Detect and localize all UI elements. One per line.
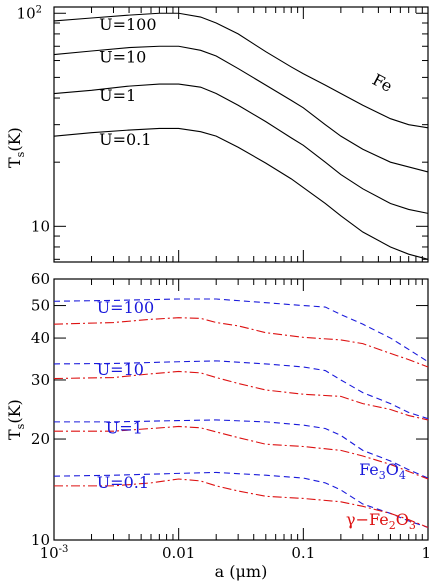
panel-top-ylabel: Ts(K)	[5, 127, 27, 168]
bottom-series-line	[53, 471, 429, 528]
bottom-series-line	[54, 425, 429, 480]
panel-bottom-curves	[53, 298, 429, 528]
bottom-series-line	[53, 360, 429, 420]
panel-top-frame	[53, 6, 429, 263]
bottom-series-line	[53, 317, 429, 368]
panel-bottom-frame	[53, 278, 429, 541]
series-label-bottom: U=100	[97, 298, 154, 317]
top-ytick-label: 10	[31, 217, 50, 235]
material-annotation: Fe3O4	[359, 460, 406, 482]
series-label-bottom: U=1	[106, 418, 143, 437]
bottom-series-line	[53, 370, 429, 421]
bottom-series-line	[54, 419, 429, 479]
top-series-line	[53, 127, 429, 260]
bottom-series-line	[53, 298, 429, 363]
bottom-ytick-label: 30	[31, 371, 50, 389]
top-series-line	[53, 12, 429, 129]
bottom-ytick-label: 10	[31, 531, 50, 549]
x-tick-label: 0.01	[162, 544, 195, 562]
bottom-ytick-label: 20	[31, 430, 50, 448]
panel-top-fe: 10 102 U=100 U=10 U=1 U=0.1 Fe Ts(K)	[5, 4, 429, 263]
panel-bottom-labels: 10 20 30 40 50 60 10-3 0.01 0.1 1 U=100 U=10 U=1 U=0.…	[31, 270, 431, 562]
x-tick-label: 10-3	[40, 544, 69, 562]
bottom-ytick-label: 40	[31, 329, 50, 347]
series-label-top: U=1	[99, 86, 136, 105]
bottom-ytick-label: 50	[31, 297, 50, 315]
panel-top-labels: 10 102 U=100 U=10 U=1 U=0.1 Fe	[17, 4, 396, 235]
x-tick-label: 0.1	[291, 544, 315, 562]
top-ytick-label: 102	[17, 4, 42, 22]
panel-bottom-ylabel: Ts(K)	[5, 399, 27, 440]
panel-top-curves	[53, 12, 429, 260]
top-series-line	[53, 45, 429, 173]
series-label-top: U=0.1	[99, 130, 151, 149]
series-label-bottom: U=0.1	[97, 473, 149, 492]
bottom-series-line	[54, 478, 429, 528]
material-annotation: γ−Fe2O3	[346, 510, 416, 532]
panel-bottom-ticks	[53, 278, 429, 541]
panel-bottom-oxides: 10 20 30 40 50 60 10-3 0.01 0.1 1 U=100 U=10 U=1 U=0.…	[5, 270, 431, 581]
series-label-top: U=10	[99, 47, 146, 66]
bottom-ytick-label: 60	[31, 270, 50, 288]
panel-top-ticks	[53, 7, 429, 262]
series-label-top: U=100	[99, 15, 156, 34]
fe-annotation: Fe	[369, 70, 395, 96]
series-label-bottom: U=10	[97, 360, 144, 379]
x-axis-label: a (μm)	[215, 562, 268, 581]
top-series-line	[53, 83, 429, 214]
x-tick-label: 1	[421, 544, 431, 562]
